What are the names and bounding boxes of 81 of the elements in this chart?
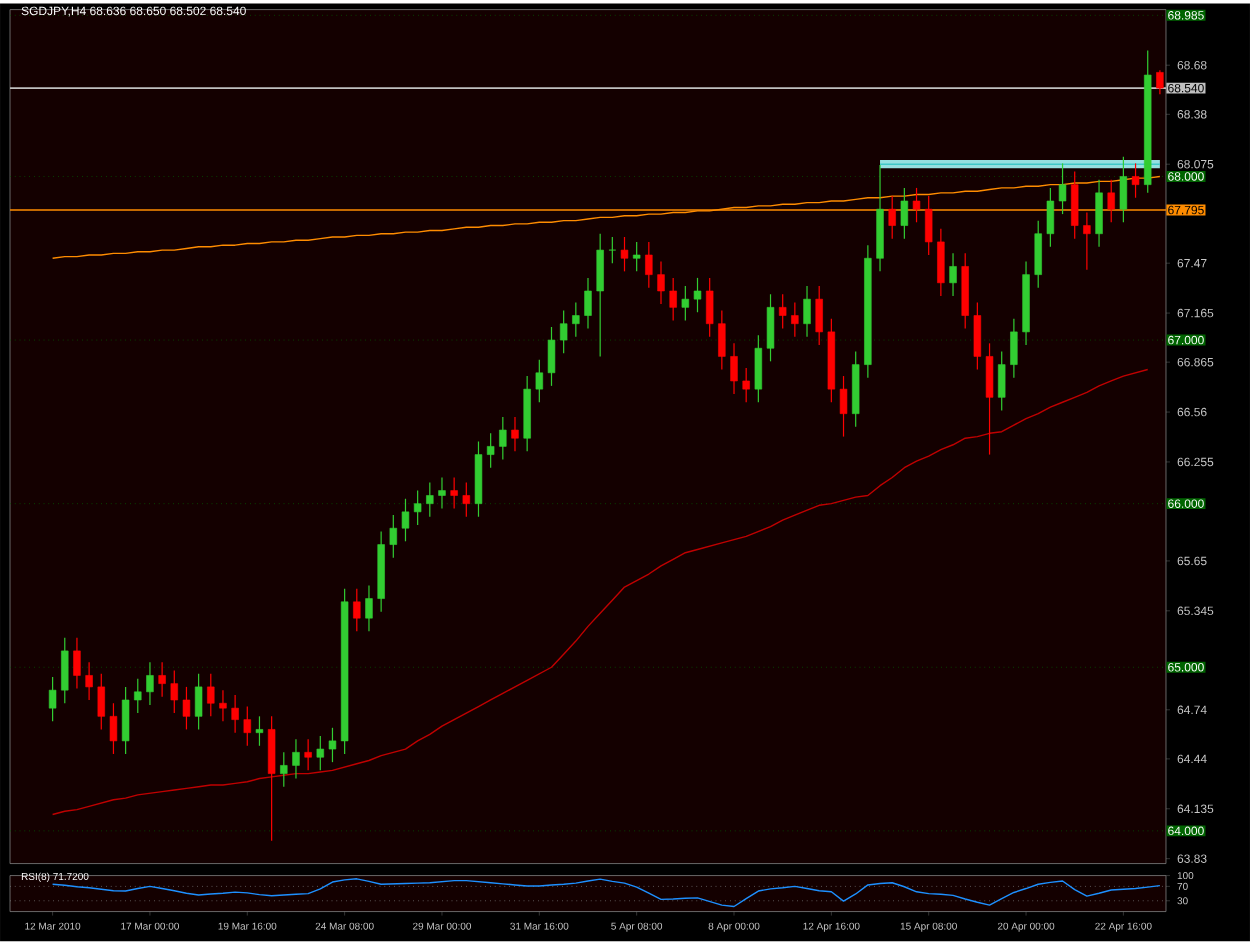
candlestick xyxy=(207,673,215,718)
candlestick xyxy=(413,490,422,526)
candlestick xyxy=(267,715,276,842)
candlestick xyxy=(389,514,398,559)
candlestick xyxy=(791,302,799,338)
candlestick xyxy=(61,637,69,705)
candlestick xyxy=(280,751,288,788)
candlestick xyxy=(584,277,592,330)
candlestick xyxy=(572,302,580,338)
candlestick xyxy=(1071,171,1079,240)
candlestick xyxy=(255,715,264,747)
candlestick xyxy=(462,482,471,518)
candlestick xyxy=(170,670,178,714)
candlestick xyxy=(511,416,519,453)
candlestick xyxy=(985,342,994,456)
candlestick xyxy=(231,694,239,734)
candlestick xyxy=(1046,187,1055,248)
candlestick xyxy=(182,686,191,731)
candlestick xyxy=(596,233,604,358)
candlestick xyxy=(1119,156,1128,224)
candlestick xyxy=(73,637,81,690)
candlestick xyxy=(1156,69,1164,96)
candlestick xyxy=(912,187,921,224)
candlestick xyxy=(766,293,775,363)
candlestick xyxy=(803,285,811,338)
candlestick xyxy=(559,310,568,354)
candlestick xyxy=(134,678,142,714)
candlestick xyxy=(888,195,896,240)
candlestick xyxy=(1034,220,1042,289)
candlestick xyxy=(547,326,556,387)
candlestick xyxy=(998,351,1006,412)
candlestick xyxy=(681,285,690,322)
candlestick xyxy=(1083,212,1091,271)
candlestick xyxy=(632,241,641,273)
candlestick xyxy=(924,195,933,256)
candlestick xyxy=(146,661,154,706)
candlestick xyxy=(693,277,702,314)
candlestick xyxy=(839,375,848,438)
candlestick xyxy=(97,673,105,731)
candlestick xyxy=(742,367,750,404)
candlestick xyxy=(608,236,617,264)
candlestick xyxy=(401,498,410,543)
candlestick xyxy=(730,342,738,395)
candlestick xyxy=(754,334,763,404)
candlestick xyxy=(85,661,93,701)
candlestick xyxy=(353,588,361,633)
candlestick xyxy=(304,738,312,772)
candlestick xyxy=(815,285,823,346)
candlestick xyxy=(243,706,251,747)
candlestick xyxy=(669,277,677,322)
candlestick xyxy=(486,432,495,469)
candlestick xyxy=(645,241,653,289)
candlestick xyxy=(438,477,446,510)
candlestick xyxy=(620,236,629,273)
candlestick xyxy=(1010,318,1018,379)
candlestick xyxy=(48,676,57,723)
candlestick xyxy=(328,727,337,763)
candlestick xyxy=(1058,163,1067,215)
candlestick xyxy=(450,477,458,510)
candlestick xyxy=(109,702,118,755)
candlestick xyxy=(778,293,787,330)
candlestick xyxy=(1095,179,1103,248)
candlestick xyxy=(1131,163,1140,199)
candlestick xyxy=(900,187,909,240)
candlestick xyxy=(194,673,203,731)
candlestick xyxy=(365,585,373,633)
candlestick xyxy=(426,482,434,518)
candlestick xyxy=(705,277,714,338)
candlestick xyxy=(1107,179,1115,224)
candlestick xyxy=(718,310,726,371)
candlestick xyxy=(121,686,130,755)
candlestick xyxy=(973,302,982,371)
candlestick xyxy=(316,735,325,772)
candlestick xyxy=(937,228,945,297)
candlestick xyxy=(158,661,166,698)
candlestick xyxy=(657,261,665,305)
candlestick xyxy=(219,689,227,723)
candlestick xyxy=(292,738,300,780)
candlestick xyxy=(499,416,507,461)
candlestick xyxy=(535,359,544,404)
candlestick xyxy=(949,252,957,297)
